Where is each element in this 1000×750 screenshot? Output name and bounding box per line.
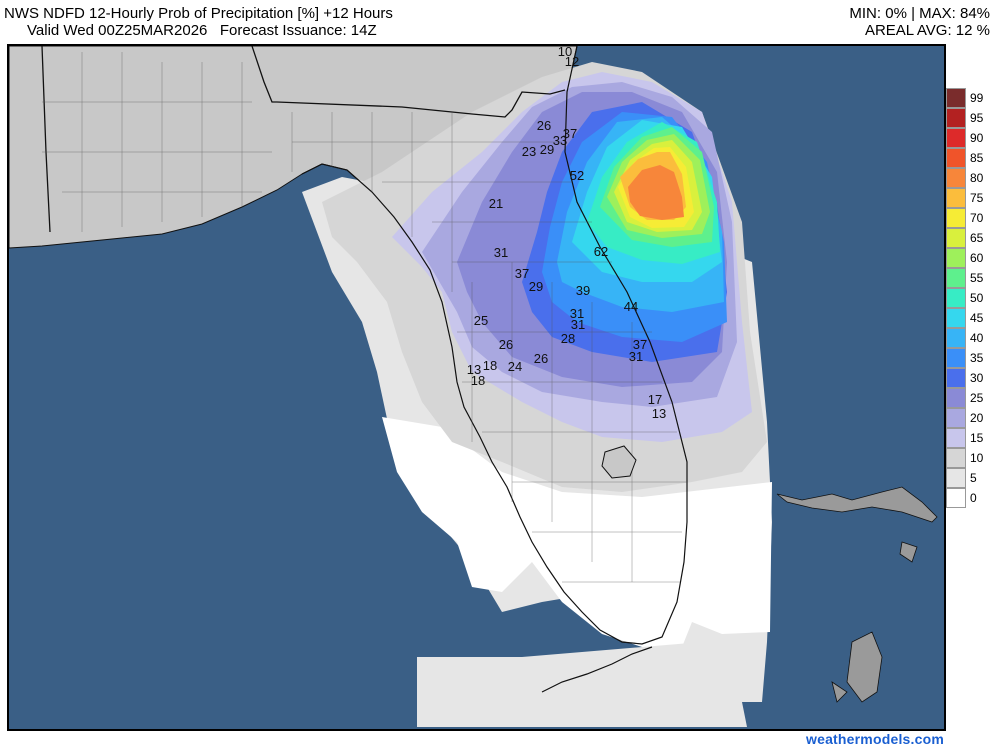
legend-swatch-70 (946, 208, 966, 228)
legend-label-50: 50 (970, 291, 984, 305)
legend-label-95: 95 (970, 111, 984, 125)
legend-swatch-45 (946, 308, 966, 328)
point-value: 33 (553, 133, 567, 148)
legend-swatch-10 (946, 448, 966, 468)
legend-swatch-95 (946, 108, 966, 128)
areal-average-readout: AREAL AVG: 12 % (864, 22, 990, 39)
point-value: 44 (624, 299, 638, 314)
chart-title: NWS NDFD 12-Hourly Prob of Precipitation… (4, 5, 393, 22)
source-credit: weathermodels.com (806, 731, 944, 747)
point-value: 31 (571, 317, 585, 332)
valid-time-issuance: Valid Wed 00Z25MAR2026 Forecast Issuance… (27, 22, 377, 39)
state-boundary-fl-ga (276, 89, 566, 118)
legend-label-90: 90 (970, 131, 984, 145)
point-value: 62 (594, 244, 608, 259)
point-value: 13 (652, 406, 666, 421)
legend-label-0: 0 (970, 491, 977, 505)
legend-swatch-30 (946, 368, 966, 388)
legend-label-25: 25 (970, 391, 984, 405)
point-value: 17 (648, 392, 662, 407)
legend-label-40: 40 (970, 331, 984, 345)
legend-label-10: 10 (970, 451, 984, 465)
legend-swatch-90 (946, 128, 966, 148)
point-value: 52 (570, 168, 584, 183)
legend-label-15: 15 (970, 431, 984, 445)
legend-swatch-75 (946, 188, 966, 208)
legend-swatch-40 (946, 328, 966, 348)
legend-swatch-50 (946, 288, 966, 308)
point-value: 23 (522, 144, 536, 159)
point-value: 21 (489, 196, 503, 211)
legend-label-85: 85 (970, 151, 984, 165)
point-value: 37 (515, 266, 529, 281)
point-value: 26 (537, 118, 551, 133)
legend-label-45: 45 (970, 311, 984, 325)
lake-okeechobee (601, 445, 637, 479)
state-boundary-ga-al (251, 46, 277, 103)
legend-label-75: 75 (970, 191, 984, 205)
bahamas-islands (776, 486, 938, 703)
legend-swatch-20 (946, 408, 966, 428)
legend-swatch-85 (946, 148, 966, 168)
legend-label-20: 20 (970, 411, 984, 425)
point-value: 31 (494, 245, 508, 260)
pop-80 (628, 165, 684, 220)
legend-swatch-25 (946, 388, 966, 408)
legend-swatch-35 (946, 348, 966, 368)
legend-swatch-99 (946, 88, 966, 108)
precipitation-probability-map: 10 12 26 37 33 23 29 52 21 31 62 37 29 39 44 31 31 25 28 37… (7, 44, 946, 731)
point-value: 18 (471, 373, 485, 388)
point-value: 31 (629, 349, 643, 364)
legend-label-30: 30 (970, 371, 984, 385)
legend-label-70: 70 (970, 211, 984, 225)
point-value: 29 (529, 279, 543, 294)
florida-keys (541, 646, 653, 693)
point-value: 31 (570, 306, 584, 321)
point-value: 24 (508, 359, 522, 374)
legend-label-80: 80 (970, 171, 984, 185)
point-value: 37 (563, 126, 577, 141)
point-value: 26 (499, 337, 513, 352)
legend-swatch-80 (946, 168, 966, 188)
point-value: 37 (633, 337, 647, 352)
legend-swatch-0 (946, 488, 966, 508)
legend-swatch-5 (946, 468, 966, 488)
legend-swatch-15 (946, 428, 966, 448)
point-value: 29 (540, 142, 554, 157)
point-value: 39 (576, 283, 590, 298)
legend-swatch-55 (946, 268, 966, 288)
legend-label-55: 55 (970, 271, 984, 285)
point-value: 26 (534, 351, 548, 366)
legend-label-60: 60 (970, 251, 984, 265)
point-value: 18 (483, 358, 497, 373)
point-value: 25 (474, 313, 488, 328)
florida-coastline (301, 46, 688, 645)
min-max-readout: MIN: 0% | MAX: 84% (849, 5, 990, 22)
legend-label-35: 35 (970, 351, 984, 365)
point-value: 12 (565, 54, 579, 69)
point-value: 10 (558, 46, 572, 59)
legend-label-5: 5 (970, 471, 977, 485)
legend-label-99: 99 (970, 91, 984, 105)
pop-gray-keys (417, 642, 747, 727)
point-value: 13 (467, 362, 481, 377)
point-value: 28 (561, 331, 575, 346)
county-boundaries (42, 52, 687, 583)
legend-swatch-65 (946, 228, 966, 248)
legend-label-65: 65 (970, 231, 984, 245)
legend-swatch-60 (946, 248, 966, 268)
